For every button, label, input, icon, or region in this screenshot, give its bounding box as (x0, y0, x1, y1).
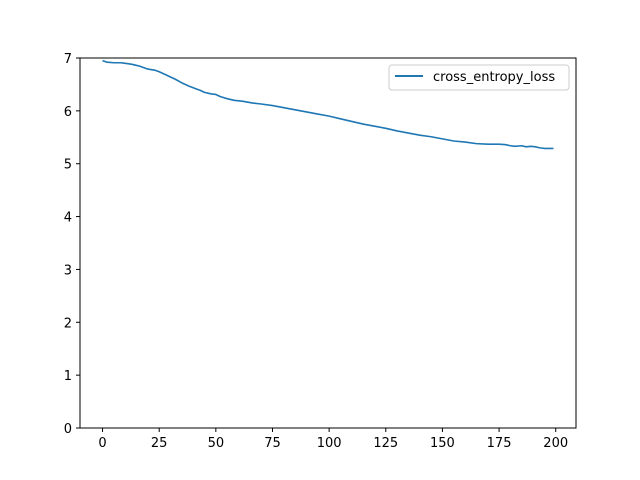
y-tick-label: 5 (64, 158, 72, 173)
x-tick-label: 50 (208, 436, 225, 451)
x-tick-label: 200 (543, 436, 568, 451)
axis-layer (79, 57, 577, 429)
y-tick-label: 0 (64, 422, 72, 437)
y-tick-label: 2 (64, 316, 72, 331)
y-tick-label: 4 (64, 211, 72, 226)
y-tick-label: 3 (64, 263, 72, 278)
axes-frame (79, 57, 577, 429)
x-tick-label: 100 (317, 436, 342, 451)
x-tick-label: 150 (430, 436, 455, 451)
x-axis-ticks: 0 25 50 75 100 125 150 175 200 (98, 428, 568, 451)
legend-box (388, 64, 570, 91)
x-tick-label: 125 (373, 436, 398, 451)
series-layer (102, 59, 554, 150)
y-tick-label: 7 (64, 52, 72, 67)
series-line-cross-entropy-loss (102, 59, 554, 150)
x-tick-label: 75 (264, 436, 281, 451)
y-tick-label: 6 (64, 105, 72, 120)
y-axis-ticks: 0 1 2 3 4 5 6 7 (64, 52, 80, 437)
y-tick-label: 1 (64, 369, 72, 384)
x-tick-label: 25 (151, 436, 168, 451)
plot-area (80, 58, 576, 428)
legend: cross_entropy_loss (388, 64, 570, 91)
x-tick-label: 175 (487, 436, 512, 451)
legend-label-cross-entropy-loss: cross_entropy_loss (433, 70, 555, 85)
x-tick-label: 0 (98, 436, 106, 451)
